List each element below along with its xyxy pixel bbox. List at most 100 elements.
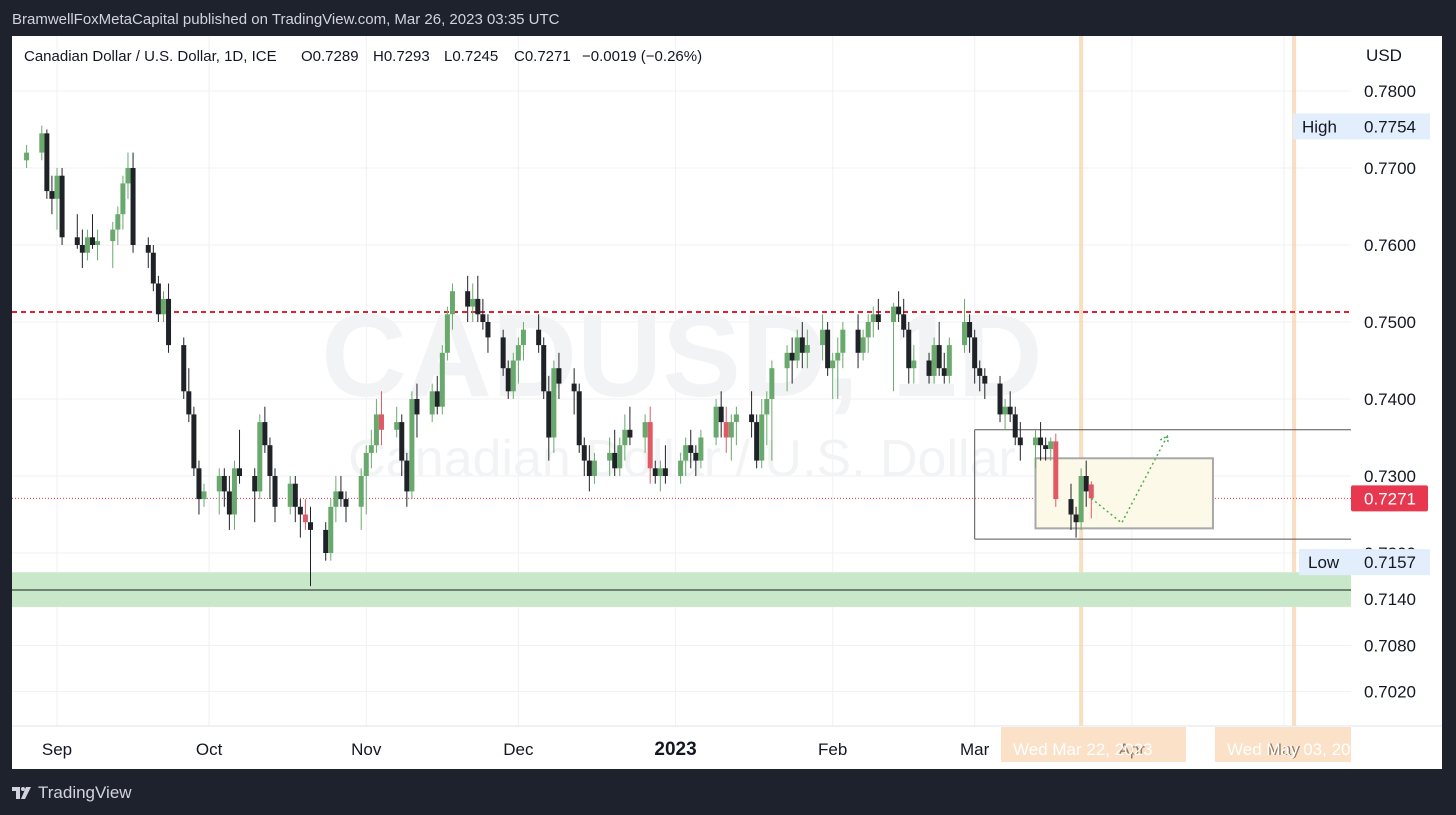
date-marker-badge <box>1215 727 1365 762</box>
candle-body <box>287 483 293 507</box>
candle-body <box>1033 437 1039 446</box>
candle-body <box>835 352 841 361</box>
price-tick-label: 0.7400 <box>1364 390 1416 409</box>
candle-body <box>541 345 547 392</box>
price-axis[interactable]: USD 0.7800 0.7700 0.7600 0.7500 0.7400 0.7300 0… <box>1293 36 1442 726</box>
chart-panel[interactable]: CADUSD, 1D Canadian Dollar / U.S. Dollar… <box>12 36 1442 769</box>
candle-body <box>982 375 988 384</box>
candle-body <box>237 468 243 476</box>
candle-body <box>191 414 197 469</box>
legend-close: C0.7271 <box>514 48 571 65</box>
candle-body <box>115 214 121 230</box>
candle-body <box>749 414 755 423</box>
price-tick-label: 0.7020 <box>1364 683 1416 702</box>
time-tick-label: Oct <box>196 740 223 759</box>
candle-body <box>789 352 795 361</box>
candle-body <box>79 245 85 253</box>
candle-body <box>764 399 770 415</box>
candle-body <box>662 468 668 476</box>
candle-body <box>962 322 968 346</box>
date-marker-line <box>1079 36 1084 726</box>
tradingview-icon <box>12 787 31 799</box>
candle-body <box>825 329 831 369</box>
currency-label: USD <box>1366 46 1402 65</box>
time-tick-label: Feb <box>818 740 847 759</box>
candlestick-chart[interactable]: CADUSD, 1D Canadian Dollar / U.S. Dollar… <box>12 36 1442 769</box>
drawing-overlay[interactable] <box>1090 434 1170 525</box>
candle-body <box>155 283 161 315</box>
candle-body <box>936 345 942 369</box>
candle-body <box>74 237 80 245</box>
candle-body <box>110 229 116 242</box>
candle-body <box>54 175 60 199</box>
candle-body <box>1017 437 1023 446</box>
candle-body <box>617 445 623 469</box>
candle-body <box>145 245 151 253</box>
time-axis[interactable]: SepOctNovDec2023FebMarAprMayWed Mar 22, … <box>12 725 1442 769</box>
candle-body <box>226 491 232 515</box>
candle-body <box>718 406 724 423</box>
candle-body <box>820 329 826 346</box>
footer-bar: TradingView <box>0 769 1456 815</box>
candle-body <box>328 506 334 553</box>
candle-body <box>769 368 775 399</box>
candle-body <box>855 329 861 353</box>
candle-body <box>44 133 50 192</box>
candle-body <box>1007 406 1013 415</box>
candle-body <box>308 522 313 530</box>
symbol-watermark: CADUSD, 1D Canadian Dollar / U.S. Dollar <box>321 290 1042 488</box>
candle-body <box>231 468 237 515</box>
candle-body <box>444 314 450 353</box>
candle-body <box>363 452 369 476</box>
tradingview-brand: TradingView <box>38 783 132 802</box>
candle-body <box>1088 484 1094 499</box>
candle-body <box>196 468 202 500</box>
candle-body <box>556 368 562 384</box>
time-tick-label: Mar <box>960 740 990 759</box>
candle-body <box>1083 476 1089 492</box>
date-marker-label: Wed May 03, 2023 <box>1227 740 1369 759</box>
date-marker-label: Wed Mar 22, 2023 <box>1013 740 1153 759</box>
candle-body <box>520 329 526 346</box>
candle-body <box>49 191 55 199</box>
candle-body <box>698 437 704 461</box>
candle-body <box>875 314 881 322</box>
candle-body <box>799 337 805 353</box>
low-value: 0.7157 <box>1364 553 1416 572</box>
candle-body <box>972 337 978 369</box>
candle-body <box>439 352 445 407</box>
low-label: Low <box>1308 553 1340 572</box>
tradingview-logo[interactable]: TradingView <box>12 783 132 803</box>
candle-body <box>607 452 613 461</box>
axis-corner <box>1351 727 1442 769</box>
legend-high: H0.7293 <box>373 48 430 65</box>
date-markers <box>1079 36 1297 726</box>
candle-body <box>500 337 506 369</box>
legend-change: −0.0019 (−0.26%) <box>582 48 702 65</box>
candle-body <box>586 460 592 476</box>
time-tick-label: Sep <box>42 740 72 759</box>
candles-layer[interactable] <box>24 125 1094 587</box>
ohlc-legend: Canadian Dollar / U.S. Dollar, 1D, ICE O… <box>24 48 702 65</box>
price-tick-label: 0.7700 <box>1364 159 1416 178</box>
candle-body <box>475 298 481 315</box>
candle-body <box>292 483 298 507</box>
price-tick-label: 0.7300 <box>1364 467 1416 486</box>
candle-body <box>683 445 689 461</box>
candle-body <box>804 345 810 353</box>
candle-body <box>931 345 937 376</box>
candle-body <box>647 422 653 469</box>
candle-body <box>1043 445 1049 450</box>
candle-body <box>652 468 658 476</box>
price-tick-label: 0.7800 <box>1364 82 1416 101</box>
candle-body <box>657 468 663 476</box>
legend-open: O0.7289 <box>301 48 359 65</box>
candle-body <box>546 391 552 438</box>
candle-body <box>830 360 836 369</box>
candle-body <box>262 422 268 446</box>
high-badge <box>1293 113 1430 140</box>
candle-body <box>784 352 790 369</box>
candle-body <box>591 460 597 476</box>
candle-body <box>368 445 374 453</box>
projection-arrowhead <box>1159 434 1170 445</box>
